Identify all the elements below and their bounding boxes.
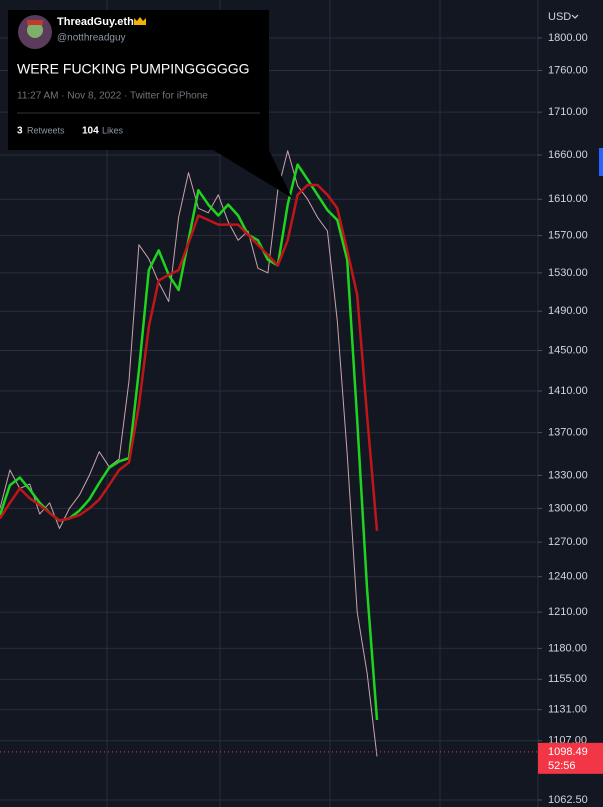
plot	[0, 150, 379, 757]
y-tick-label: 1240.00	[548, 571, 588, 583]
y-tick-label: 1410.00	[548, 385, 588, 397]
currency-label[interactable]: USD	[548, 11, 571, 23]
tweet-handle: @notthreadguy	[57, 33, 126, 44]
tweet-meta: 11:27 AM · Nov 8, 2022 · Twitter for iPh…	[17, 91, 208, 102]
y-tick-label: 1710.00	[548, 106, 588, 118]
current-price-label: 1098.49	[548, 746, 588, 758]
tweet-pointer	[210, 148, 292, 198]
y-tick-label: 1530.00	[548, 267, 588, 279]
series-line	[0, 150, 378, 757]
y-tick-label: 1131.00	[548, 704, 587, 716]
y-tick-label: 1270.00	[548, 536, 588, 548]
y-axis: 1800.00 1760.00 1710.00 1660.00 1610.00 1570.…	[538, 32, 588, 806]
currency-chevron	[571, 14, 579, 19]
y-tick-label: 1800.00	[548, 32, 588, 44]
retweet-count: 3	[17, 126, 23, 137]
crown-icon	[134, 17, 146, 25]
y-tick-label: 1450.00	[548, 344, 588, 356]
y-tick-label: 1570.00	[548, 230, 588, 242]
series-line	[0, 183, 379, 531]
y-tick-label: 1660.00	[548, 149, 588, 161]
price-axis-panel	[538, 0, 603, 807]
countdown-label: 52:56	[548, 760, 576, 772]
current-price-box	[538, 742, 603, 774]
y-tick-label: 1370.00	[548, 426, 588, 438]
y-tick-label: 1155.00	[548, 673, 587, 685]
y-tick-label: 1062.50	[548, 794, 588, 806]
tweet-card: ThreadGuy.eth @notthreadguy WERE FUCKING…	[8, 10, 292, 198]
y-tick-label: 1180.00	[548, 642, 587, 654]
y-tick-label: 1490.00	[548, 305, 588, 317]
avatar-hat	[27, 20, 43, 25]
y-tick-label: 1610.00	[548, 193, 588, 205]
like-count: 104	[82, 126, 99, 137]
tweet-text: WERE FUCKING PUMPINGGGGGG	[17, 61, 250, 77]
grid	[0, 37, 538, 801]
y-tick-label: 1760.00	[548, 64, 588, 76]
scroll-marker	[599, 148, 603, 176]
like-label: Likes	[102, 125, 124, 135]
tweet-name: ThreadGuy.eth	[57, 16, 134, 28]
y-tick-label: 1330.00	[548, 469, 588, 481]
y-tick-label: 1300.00	[548, 502, 588, 514]
retweet-label: Retweets	[27, 125, 65, 135]
avatar-face	[27, 22, 43, 38]
current-price: 1098.49 52:56	[0, 742, 603, 774]
y-tick-label: 1210.00	[548, 606, 588, 618]
